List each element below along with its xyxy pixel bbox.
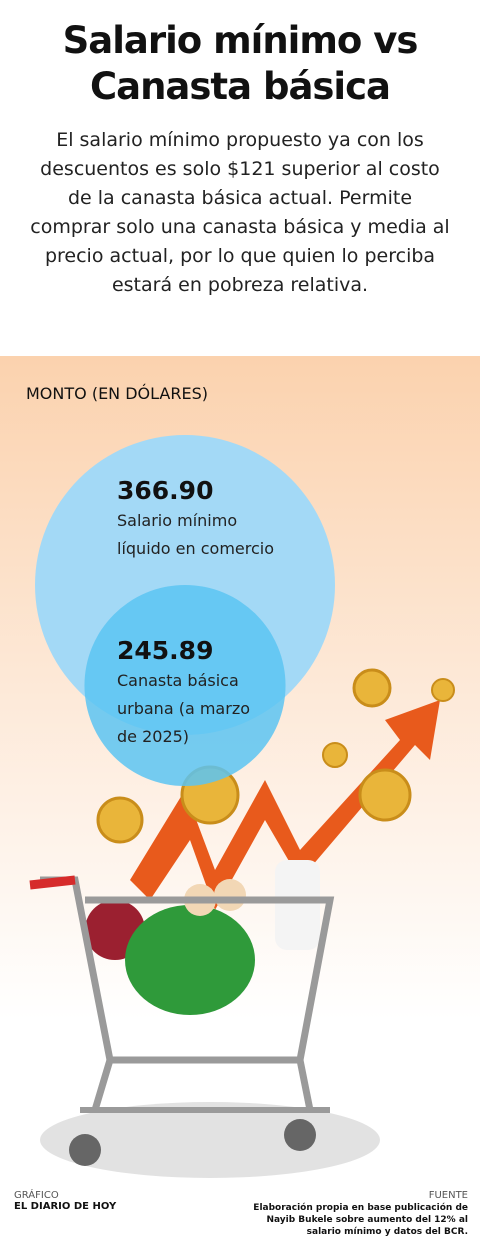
bubble (84, 585, 286, 787)
cart-handle (29, 875, 76, 890)
coin (322, 742, 348, 768)
coin (352, 668, 392, 708)
bubble-label: 245.89 Canasta básica urbana (a marzo de … (117, 635, 262, 751)
source-label: FUENTE (428, 1190, 468, 1201)
chart-title: Salario mínimo vs Canasta básica (62, 19, 419, 108)
category-label: Salario mínimo líquido en comercio (117, 511, 275, 558)
source-text: Elaboración propia en base publicación d… (253, 1203, 468, 1237)
cart (91, 1058, 114, 1112)
value-label: 366.90 (117, 476, 214, 505)
chart-subtitle: El salario mínimo propuesto ya con los d… (30, 129, 450, 296)
credit-name: EL DIARIO DE HOY (14, 1201, 117, 1212)
axis-label: MONTO (EN DÓLARES) (26, 384, 208, 403)
bubble-label: 366.90 Salario mínimo líquido en comercio (117, 475, 287, 563)
wheel (69, 1134, 101, 1166)
category-label: Canasta básica urbana (a marzo de 2025) (117, 671, 250, 746)
value-label: 245.89 (117, 636, 214, 665)
source: FUENTE Elaboración propia en base public… (248, 1190, 468, 1238)
wheel (284, 1119, 316, 1151)
food (275, 860, 320, 950)
arrow (130, 700, 440, 910)
coin (96, 796, 144, 844)
credit-label: GRÁFICO (14, 1190, 59, 1201)
cart (296, 1059, 314, 1111)
credit: GRÁFICO EL DIARIO DE HOY (14, 1190, 116, 1212)
coin (358, 768, 412, 822)
food (125, 905, 255, 1015)
coin (431, 678, 455, 702)
